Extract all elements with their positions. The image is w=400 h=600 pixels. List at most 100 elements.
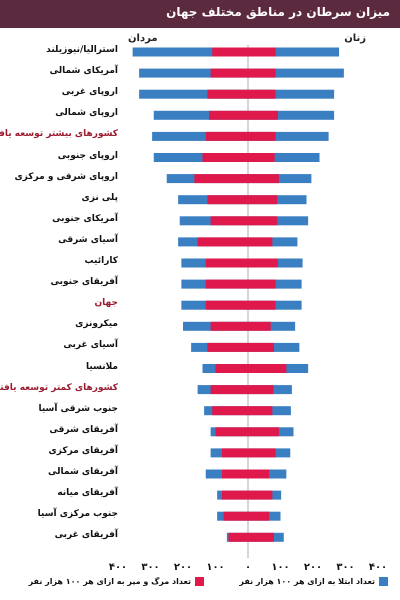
bar-women-mortality-11 — [248, 279, 276, 289]
bar-women-mortality-9 — [248, 237, 273, 247]
title-bar — [0, 0, 400, 28]
region-label: اروپای غربی — [61, 87, 118, 98]
bar-men-mortality-14 — [207, 342, 248, 352]
bar-women-mortality-21 — [248, 490, 273, 500]
region-label: میکرونزی — [75, 319, 118, 330]
bar-men-mortality-16 — [210, 385, 248, 395]
bar-men-mortality-13 — [210, 321, 248, 331]
bar-men-mortality-9 — [197, 237, 248, 247]
region-label: آفریقای جنوبی — [50, 277, 118, 288]
region-label: اروپای جنوبی — [57, 150, 118, 161]
region-label: پلی نزی — [81, 192, 118, 203]
bar-men-mortality-11 — [205, 279, 248, 289]
bar-women-incidence-6 — [248, 174, 312, 184]
bar-women-mortality-17 — [248, 406, 273, 416]
bar-women-incidence-2 — [248, 89, 335, 99]
region-label: آفریقای غربی — [54, 530, 118, 541]
region-label: کارائیب — [84, 256, 118, 266]
bar-women-mortality-5 — [248, 153, 275, 162]
bar-women-mortality-19 — [248, 448, 276, 458]
legend-mortality-swatch — [195, 577, 204, 586]
region-label: آفریقای مرکزی — [48, 445, 118, 456]
bar-women-mortality-1 — [248, 68, 276, 78]
x-tick-label: ۱۰۰ — [271, 562, 290, 573]
bar-men-incidence-0 — [132, 47, 248, 57]
women-label: زنان — [344, 33, 366, 44]
bar-men-mortality-12 — [205, 300, 248, 310]
x-tick-label: ۴۰۰ — [108, 562, 128, 573]
bar-women-incidence-5 — [248, 153, 320, 162]
bar-men-incidence-1 — [139, 68, 248, 78]
bar-women-mortality-23 — [248, 532, 274, 542]
bar-women-incidence-3 — [248, 110, 335, 120]
bar-women-mortality-12 — [248, 300, 276, 310]
bar-women-incidence-0 — [248, 47, 339, 57]
bar-women-incidence-8 — [248, 216, 309, 226]
region-label: کشورهای کمتر توسعه یافته — [0, 382, 118, 393]
chart-title: میزان سرطان در مناطق مختلف جهان — [166, 5, 390, 19]
bar-men-mortality-10 — [205, 258, 248, 268]
x-tick-label: ۱۰۰ — [206, 562, 225, 573]
legend-mortality-label: تعداد مرگ و میر به ازای هر ۱۰۰ هزار نفر — [28, 577, 191, 586]
region-label: آفریقای شرقی — [49, 424, 118, 435]
bar-women-mortality-13 — [248, 321, 271, 331]
bar-men-mortality-22 — [223, 511, 248, 521]
bar-women-mortality-8 — [248, 216, 278, 226]
bar-women-incidence-1 — [248, 68, 344, 78]
x-tick-label: ۳۰۰ — [141, 562, 160, 573]
legend-mortality: تعداد مرگ و میر به ازای هر ۱۰۰ هزار نفر — [29, 577, 204, 586]
legend-incidence-swatch — [379, 577, 388, 586]
region-label: آفریقای شمالی — [48, 467, 118, 477]
bar-women-mortality-16 — [248, 385, 274, 395]
bar-women-incidence-9 — [248, 237, 298, 247]
bar-women-mortality-2 — [248, 89, 276, 99]
bar-men-mortality-3 — [209, 110, 248, 120]
region-label: اروپای شرقی و مرکزی — [14, 171, 118, 182]
bar-women-mortality-18 — [248, 427, 279, 437]
bar-men-mortality-15 — [215, 364, 248, 373]
region-label: آمریکای جنوبی — [52, 213, 118, 224]
bar-men-mortality-8 — [210, 216, 248, 226]
bar-men-mortality-5 — [202, 153, 248, 162]
bar-men-mortality-2 — [207, 89, 248, 99]
region-label: آفریقای میانه — [57, 488, 118, 499]
bar-men-mortality-1 — [210, 68, 248, 78]
bar-men-mortality-18 — [215, 427, 248, 437]
region-label: آسیای غربی — [63, 340, 118, 351]
bar-women-incidence-4 — [248, 131, 329, 141]
region-label: آمریکای شمالی — [49, 66, 118, 77]
region-label: ملانسیا — [86, 361, 118, 372]
bar-men-mortality-7 — [207, 195, 248, 205]
bar-women-mortality-0 — [248, 47, 276, 57]
bar-men-mortality-6 — [194, 174, 248, 184]
bar-men-incidence-3 — [153, 110, 248, 120]
bar-men-mortality-21 — [222, 490, 248, 500]
bar-men-incidence-4 — [152, 131, 248, 141]
bar-men-mortality-0 — [212, 47, 248, 57]
x-tick-label: ۲۰۰ — [173, 562, 193, 573]
bar-men-mortality-23 — [228, 532, 248, 542]
bar-women-mortality-3 — [248, 110, 278, 120]
bar-women-incidence-13 — [248, 321, 296, 331]
x-tick-label: ۳۰۰ — [336, 562, 355, 573]
bar-women-mortality-15 — [248, 364, 287, 373]
bar-women-mortality-20 — [248, 469, 270, 479]
bar-men-mortality-4 — [205, 131, 248, 141]
region-label: جهان — [94, 298, 119, 309]
bar-women-mortality-4 — [248, 131, 276, 141]
region-label: اروپای شمالی — [55, 108, 118, 119]
x-tick-label: ۴۰۰ — [368, 562, 388, 573]
region-label: کشورهای بیشتر توسعه یافته — [0, 129, 118, 140]
men-label: مردان — [128, 33, 158, 44]
region-label: آسیای شرقی — [58, 234, 118, 245]
bar-women-mortality-6 — [248, 174, 279, 184]
bar-women-mortality-22 — [248, 511, 270, 521]
legend-incidence: تعداد ابتلا به ازای هر ۱۰۰ هزار نفر — [239, 577, 388, 586]
bar-men-mortality-20 — [222, 469, 248, 479]
bar-men-incidence-2 — [139, 89, 248, 99]
bar-women-mortality-7 — [248, 195, 278, 205]
bar-women-mortality-10 — [248, 258, 278, 268]
legend-incidence-label: تعداد ابتلا به ازای هر ۱۰۰ هزار نفر — [239, 577, 375, 586]
region-label: جنوب مرکزی آسیا — [37, 509, 118, 520]
